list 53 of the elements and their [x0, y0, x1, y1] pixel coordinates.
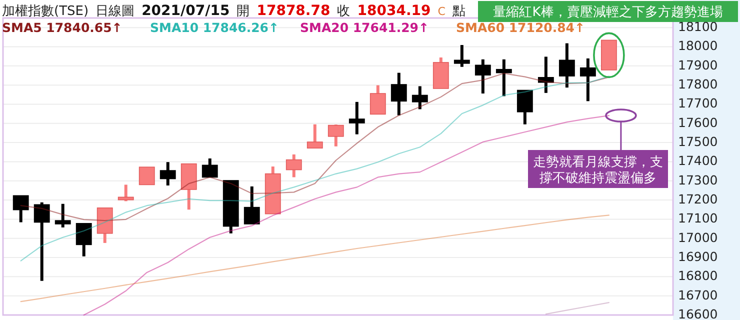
text: SMA20 17641.29↑: [300, 20, 429, 35]
annotation: 2021/07/15: [142, 3, 230, 19]
candlestick: [138, 166, 155, 186]
candlestick: [496, 59, 512, 96]
candlestick: [76, 223, 92, 256]
y-tick-label: 17200: [678, 191, 718, 206]
chart-subtitle: 日線圖: [96, 4, 135, 19]
annotation: 18034.19: [357, 3, 431, 19]
candlestick: [348, 102, 365, 134]
y-tick-label: 17900: [678, 57, 718, 72]
y-tick-label: 17600: [678, 114, 718, 130]
y-tick-label: 18100: [678, 19, 718, 34]
y-tick-label: 18000: [678, 38, 718, 54]
annotation: 17878.78: [256, 3, 330, 19]
candlestick: [412, 86, 428, 110]
y-tick-label: 17500: [678, 134, 718, 149]
y-tick-label: 17400: [678, 153, 718, 168]
y-tick-label: 16900: [678, 248, 718, 264]
candlestick: [516, 90, 533, 124]
candlestick: [34, 202, 50, 281]
candlestick: [12, 195, 29, 222]
text: SMA5 17840.65↑: [2, 20, 122, 35]
chart-title: 加權指數(TSE): [2, 4, 89, 19]
candlestick: [54, 204, 71, 228]
candlestick: [558, 43, 575, 88]
annotation: 走勢就看月線支撐，支撐不破維持震盪偏多: [533, 155, 663, 186]
text: SMA10 17846.26↑: [150, 20, 279, 35]
y-tick-label: 16800: [678, 268, 718, 284]
candlestick: [474, 59, 491, 94]
annotation: 收: [337, 4, 350, 19]
text: SMA60 17120.84↑: [456, 20, 585, 35]
y-tick-label: 16600: [678, 306, 718, 320]
y-tick-label: 17300: [678, 172, 718, 188]
annotation: 點: [451, 4, 466, 19]
y-tick-label: 17700: [678, 96, 718, 111]
candlestick: [202, 158, 218, 178]
candlestick: [244, 186, 260, 224]
candlestick: [306, 124, 323, 149]
annotation: 開: [236, 4, 250, 19]
candlestick: [370, 85, 386, 115]
candlestick: [160, 162, 176, 186]
y-tick-label: 17800: [678, 76, 718, 92]
candlestick: [328, 124, 344, 146]
candlestick: [390, 72, 407, 116]
y-tick-label: 17000: [678, 230, 718, 245]
candlestick: [580, 58, 596, 102]
y-tick-label: 17100: [678, 210, 718, 226]
candlestick: [286, 154, 302, 178]
annotation: C: [438, 5, 446, 18]
annotation: 量縮紅K棒，賣壓減輕之下多方趨勢進場: [493, 4, 723, 20]
y-tick-label: 16700: [678, 287, 718, 302]
candlestick: [538, 56, 554, 93]
candlestick: [454, 45, 470, 67]
